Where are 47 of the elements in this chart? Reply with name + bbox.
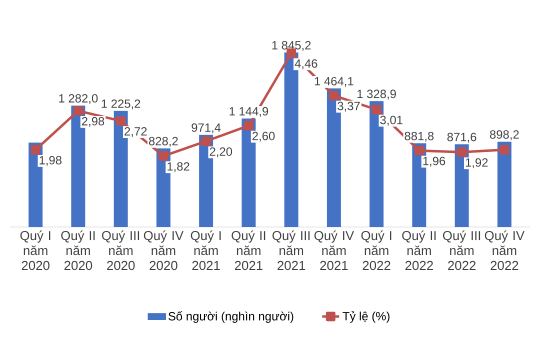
- x-tick-label: Quý II năm 2021: [232, 230, 266, 270]
- point: [30, 145, 40, 155]
- data-label: 4,46: [294, 59, 318, 70]
- data-label: 1,96: [423, 156, 446, 167]
- x-tick-label: Quý I năm 2020: [20, 230, 50, 270]
- x-tick-label: Quý II năm 2020: [61, 230, 95, 270]
- point: [500, 145, 510, 155]
- data-label: 1,98: [40, 156, 62, 166]
- x-tick-label: Quý II năm 2022: [402, 230, 436, 270]
- x-tick-label: Quý IV năm 2020: [144, 230, 184, 270]
- x-tick-label: Quý I năm 2021: [190, 230, 221, 270]
- point: [201, 136, 211, 146]
- data-label: 1 144,9: [230, 107, 268, 117]
- x-tick-label: Quý IV năm 2021: [314, 230, 354, 270]
- legend-label: Số người (nghìn người): [168, 311, 294, 323]
- point: [244, 120, 254, 130]
- data-label: 2,98: [82, 116, 104, 127]
- x-tick-label: Quý IV năm 2022: [484, 230, 525, 270]
- data-label: 1,82: [168, 162, 190, 172]
- data-label: 1 328,9: [358, 90, 396, 100]
- data-label: 871,6: [447, 132, 476, 143]
- data-label: 1,92: [466, 158, 488, 168]
- data-label: 2,72: [124, 127, 147, 137]
- data-label: 2,60: [252, 132, 275, 142]
- point: [158, 151, 168, 161]
- x-tick-label: Quý III năm 2021: [272, 230, 310, 270]
- point: [457, 147, 467, 157]
- x-tick-label: Quý III năm 2020: [102, 230, 140, 270]
- x-tick-label: Quý III năm 2022: [442, 230, 480, 270]
- point: [116, 116, 126, 126]
- point: [73, 106, 83, 116]
- data-label: 1 845,2: [272, 41, 311, 51]
- data-label: 828,2: [149, 136, 178, 147]
- data-label: 881,8: [404, 132, 434, 142]
- data-label: 3,37: [338, 102, 360, 112]
- legend-label: Tỷ lệ (%): [342, 311, 390, 323]
- data-label: 1 282,0: [59, 94, 98, 104]
- data-label: 2,20: [210, 147, 232, 158]
- data-label: 898,2: [490, 130, 519, 140]
- x-tick-label: Quý I năm 2022: [361, 230, 392, 270]
- point: [414, 146, 424, 156]
- data-label: 1 464,1: [314, 76, 354, 87]
- data-label: 3,01: [380, 116, 402, 126]
- point: [372, 104, 382, 114]
- data-label: 1 225,2: [102, 99, 140, 110]
- point: [329, 90, 339, 100]
- data-label: 971,4: [192, 123, 221, 134]
